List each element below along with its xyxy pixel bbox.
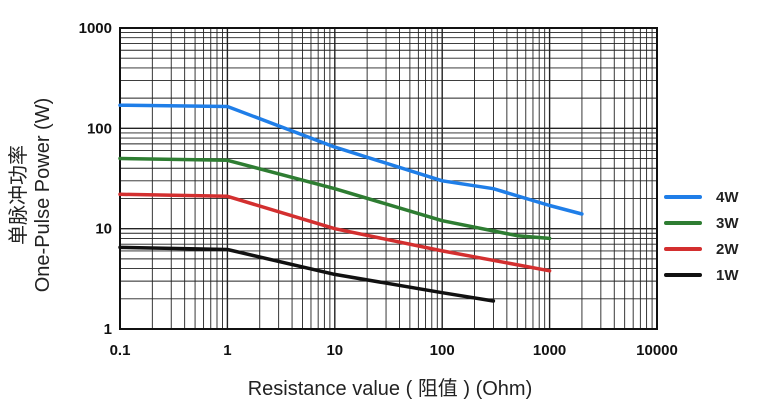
- y-tick-label: 1: [104, 321, 112, 338]
- x-tick-label: 100: [430, 342, 455, 359]
- tick-labels: 0.1 1 10 100 1000 10000 1 10 100 1000: [79, 20, 678, 359]
- legend-swatch-2w: [664, 247, 702, 251]
- legend-label-1w: 1W: [716, 266, 739, 284]
- x-axis-label: Resistance value ( 阻值 ) (Ohm): [247, 378, 533, 400]
- legend-swatch-1w: [664, 273, 702, 277]
- series-line-4w: [118, 103, 584, 216]
- legend-item-4w: 4W: [664, 184, 739, 210]
- legend-item-1w: 1W: [664, 262, 739, 288]
- y-tick-label: 1000: [79, 20, 112, 37]
- y-axis-label: 单脉冲功率 One-Pulse Power (W): [6, 50, 56, 340]
- legend-swatch-3w: [664, 221, 702, 225]
- series-line-2w: [118, 192, 552, 273]
- x-tick-label: 0.1: [110, 342, 131, 359]
- series-line-3w: [118, 156, 552, 241]
- legend-label-4w: 4W: [716, 188, 739, 206]
- legend-item-2w: 2W: [664, 236, 739, 262]
- y-tick-label: 10: [95, 221, 112, 238]
- y-axis-label-en: One-Pulse Power (W): [32, 97, 54, 293]
- y-axis-label-cn: 单脉冲功率: [8, 145, 30, 245]
- series-line-1w: [118, 245, 496, 303]
- legend-swatch-4w: [664, 195, 702, 199]
- x-tick-label: 10: [326, 342, 343, 359]
- x-tick-label: 10000: [636, 342, 678, 359]
- plot-frame: [119, 27, 658, 330]
- series-lines: [118, 103, 584, 303]
- y-tick-label: 100: [87, 120, 112, 137]
- legend-item-3w: 3W: [664, 210, 739, 236]
- x-tick-label: 1: [223, 342, 231, 359]
- legend-label-2w: 2W: [716, 240, 739, 258]
- legend: 4W 3W 2W 1W: [664, 184, 739, 288]
- legend-label-3w: 3W: [716, 214, 739, 232]
- x-tick-label: 1000: [533, 342, 566, 359]
